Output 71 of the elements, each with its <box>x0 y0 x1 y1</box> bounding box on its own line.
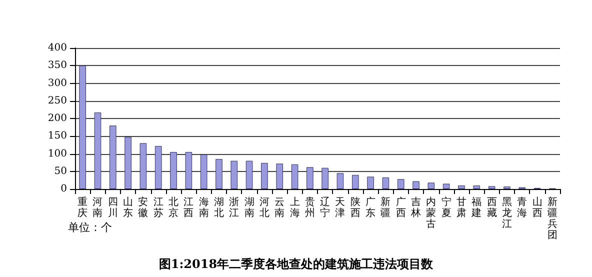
x-tick-label: 福建 <box>470 196 482 219</box>
x-tick-label: 河北 <box>259 196 270 219</box>
bar <box>291 164 298 189</box>
bar <box>488 186 496 189</box>
x-tick-label: 河南 <box>92 196 103 219</box>
x-tick-label: 浙江 <box>229 196 240 219</box>
y-tick-label: 350 <box>48 60 67 72</box>
x-tick-label: 上海 <box>290 196 300 219</box>
y-tick-label: 200 <box>48 113 67 124</box>
bar <box>336 173 344 189</box>
text: 图1:2018年二季度各地查处的建筑施工违法项目数 <box>158 257 434 271</box>
x-tick-label: 广西 <box>396 196 406 219</box>
x-tick-label: 陕西 <box>350 196 360 219</box>
bar <box>170 152 177 189</box>
bar <box>352 174 359 189</box>
bar <box>246 160 253 189</box>
x-tick-label: 江西 <box>184 196 194 219</box>
bar <box>412 181 420 189</box>
bar <box>230 160 238 189</box>
x-tick-label: 北京 <box>168 196 179 219</box>
bar <box>442 184 450 189</box>
bar <box>428 182 435 189</box>
y-tick-label: 250 <box>48 95 67 106</box>
x-tick-label: 江苏 <box>153 196 164 219</box>
text: 单位：个 <box>68 221 112 234</box>
y-tick-label: 400 <box>48 42 67 54</box>
bar <box>458 185 465 189</box>
bar <box>140 143 147 189</box>
y-tick-label: 100 <box>48 148 67 160</box>
bar <box>367 176 374 189</box>
bar <box>109 126 116 189</box>
y-tick-label: 50 <box>54 166 67 177</box>
x-tick-label: 辽宁 <box>320 196 330 219</box>
x-tick-label: 新疆兵团 <box>547 196 558 241</box>
bar <box>200 154 208 189</box>
x-tick-label: 四川 <box>108 197 118 219</box>
bar <box>473 185 480 189</box>
y-tick-label: 150 <box>48 130 67 142</box>
x-tick-label: 湖北 <box>214 196 224 219</box>
x-tick-label: 天津 <box>335 197 346 219</box>
x-tick-label: 云南 <box>274 197 285 219</box>
bar <box>124 136 132 189</box>
x-tick-label: 内蒙古 <box>426 196 436 230</box>
bar <box>79 66 86 189</box>
bar <box>276 164 284 189</box>
y-tick-label: 0 <box>60 184 67 194</box>
x-tick-label: 安徽 <box>138 196 148 219</box>
x-tick-label: 贵州 <box>304 196 315 219</box>
bar <box>397 179 404 189</box>
bar <box>382 177 390 189</box>
x-tick-label: 山东 <box>123 196 134 219</box>
x-tick-label: 重庆 <box>78 196 88 219</box>
bar <box>306 167 314 189</box>
y-tick-label: 300 <box>48 78 67 89</box>
x-tick-label: 山西 <box>532 196 542 219</box>
bar <box>261 162 268 189</box>
bar <box>185 152 192 189</box>
x-tick-label: 新疆 <box>380 196 391 219</box>
bar <box>322 168 328 189</box>
x-tick-label: 广东 <box>366 196 376 219</box>
x-tick-label: 西藏 <box>486 197 497 219</box>
bar <box>216 159 222 189</box>
x-tick-label: 湖南 <box>244 196 254 219</box>
x-tick-label: 宁夏 <box>441 196 452 219</box>
x-tick-label: 甘肃 <box>456 196 466 219</box>
bar <box>154 146 162 189</box>
bar <box>94 112 102 189</box>
x-tick-label: 青海 <box>517 196 528 219</box>
x-tick-label: 吉林 <box>410 196 422 219</box>
x-tick-label: 黑龙江 <box>502 197 512 230</box>
x-tick-label: 海南 <box>198 196 209 219</box>
